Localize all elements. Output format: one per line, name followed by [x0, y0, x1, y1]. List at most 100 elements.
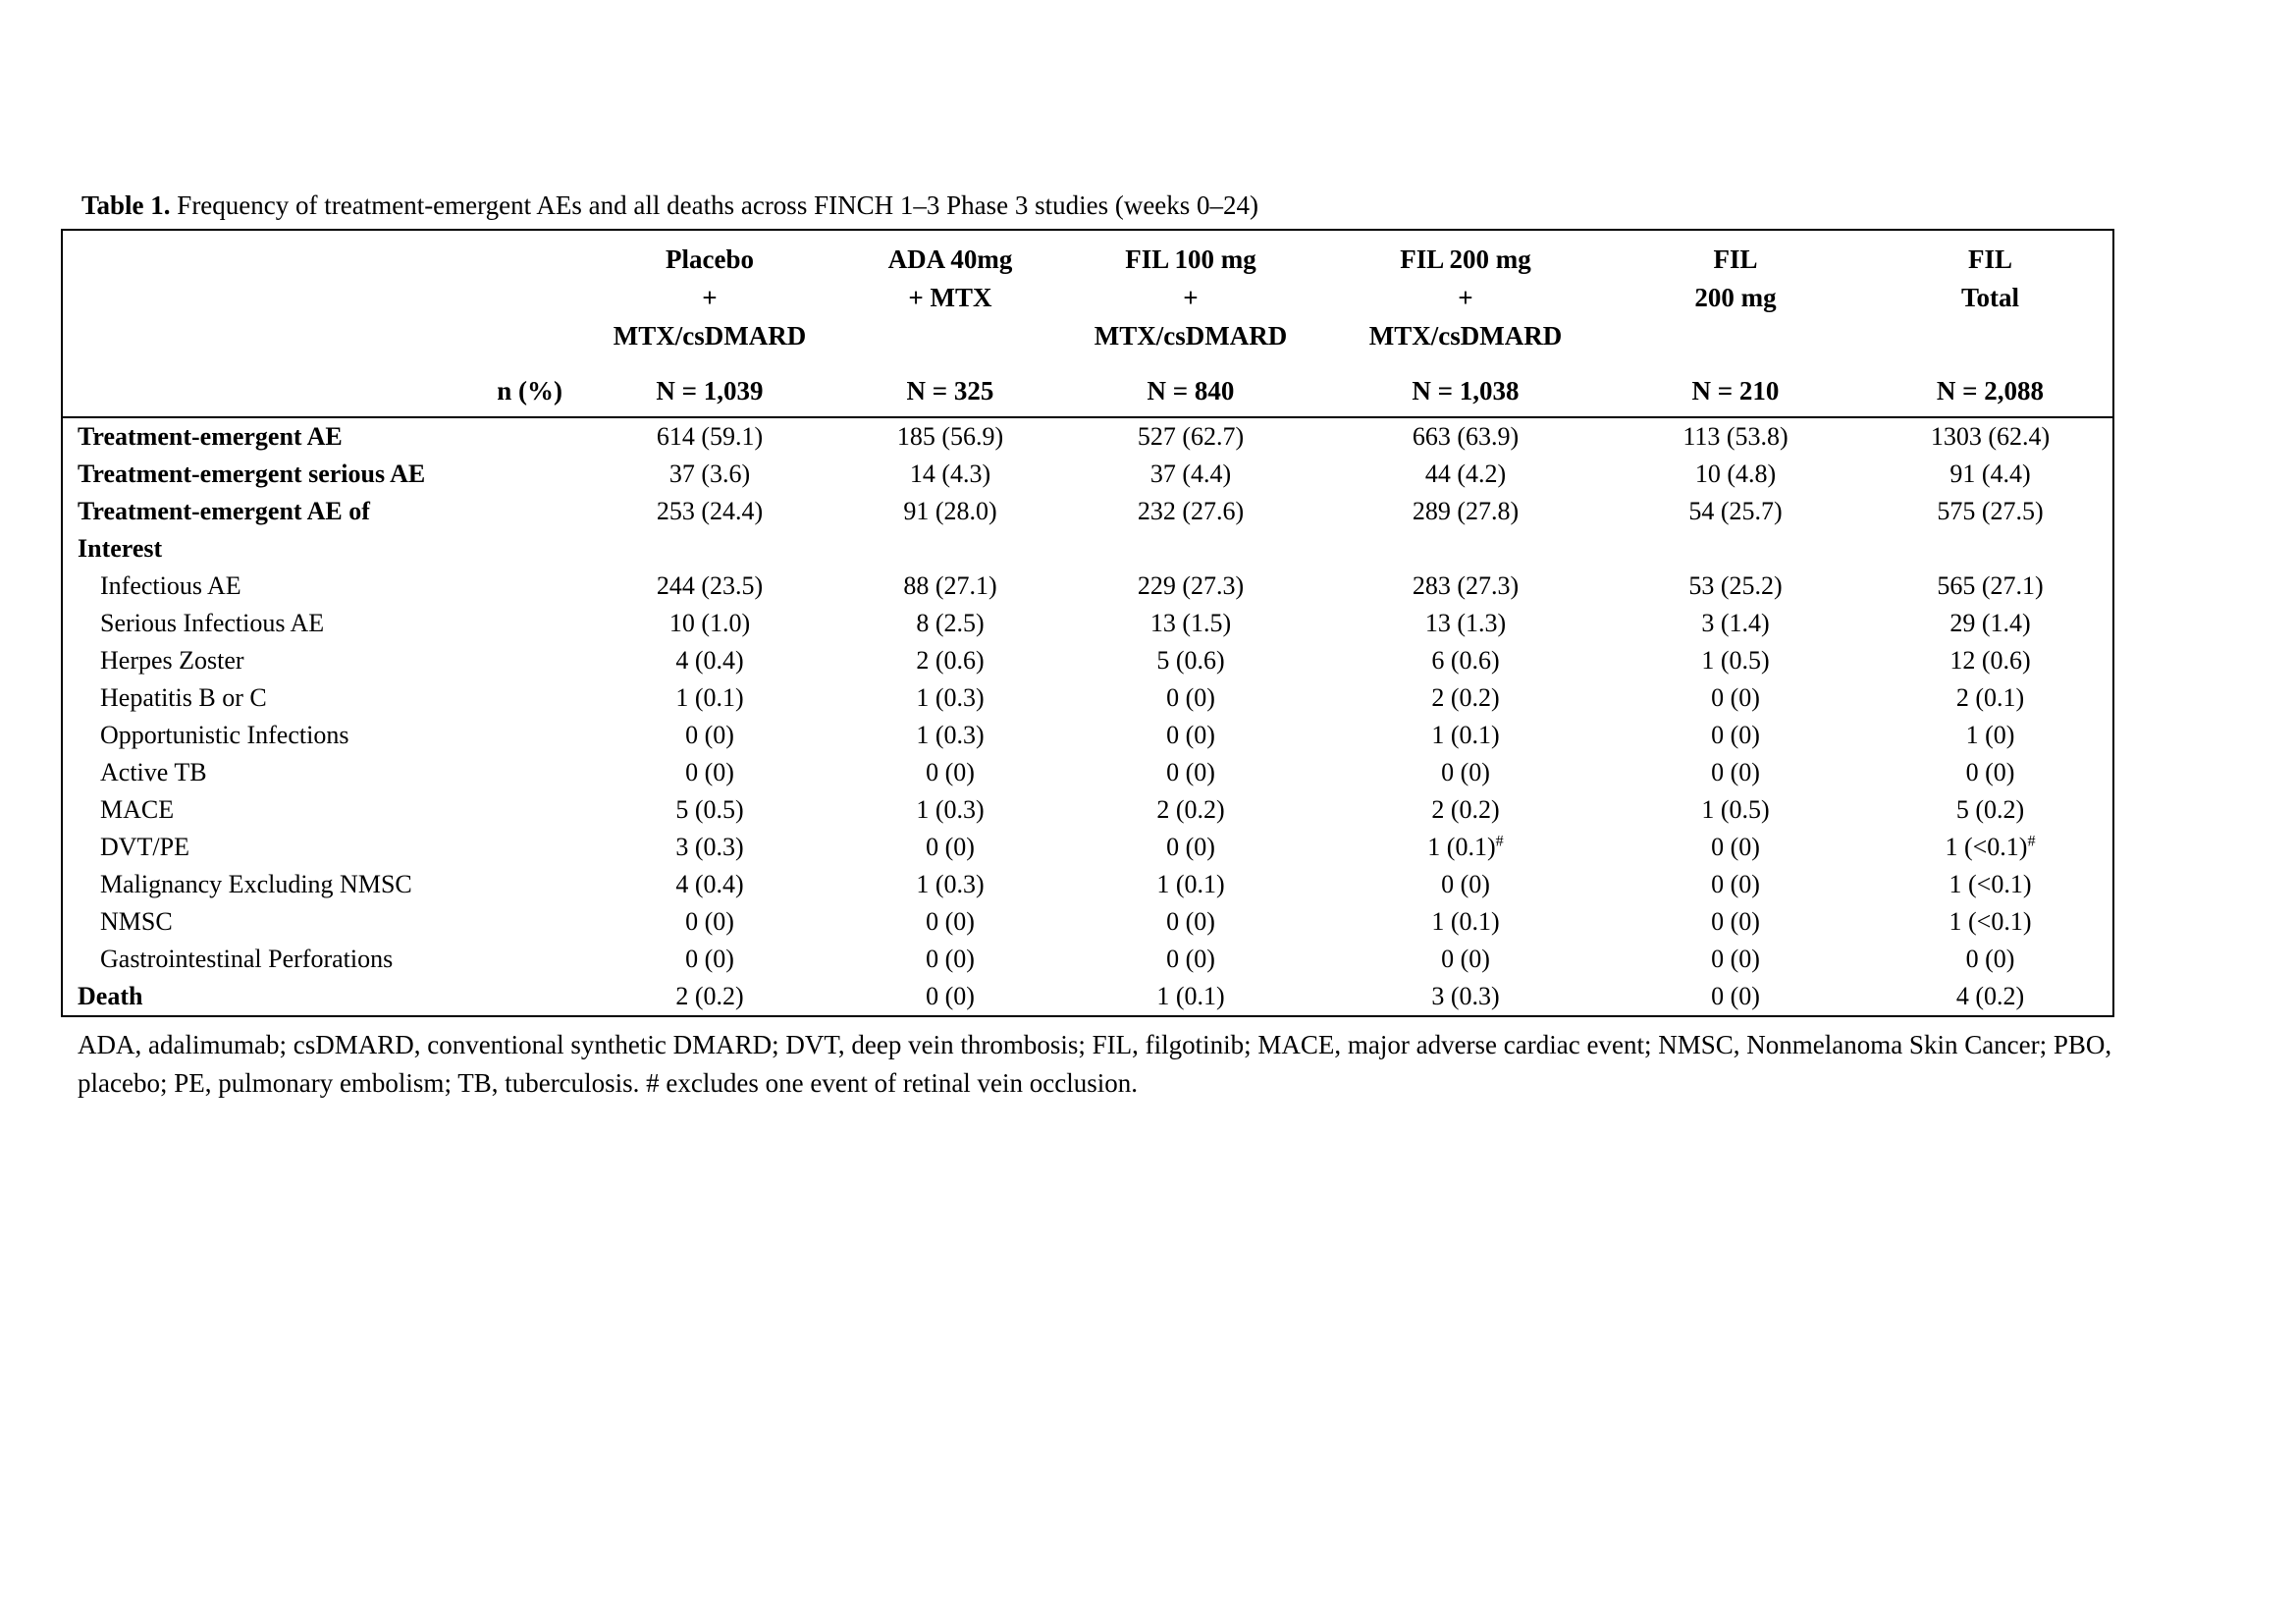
value-cell: 0 (0): [1441, 758, 1490, 786]
table-row: MACE 5 (0.5) 1 (0.3) 2 (0.2) 2 (0.2) 1 (0.5) 5…: [62, 791, 2113, 829]
row-label: DVT/PE: [100, 833, 189, 861]
value-cell: 2 (0.2): [1431, 795, 1500, 824]
value-cell: 91 (4.4): [1949, 460, 2031, 488]
value-cell: 229 (27.3): [1137, 571, 1245, 600]
column-header-ada: ADA 40mg + MTX: [887, 244, 1013, 312]
value-cell: 10 (1.0): [668, 609, 751, 637]
value-cell: 0 (0): [1711, 945, 1760, 973]
n-value-ada: N = 325: [847, 355, 1053, 418]
value-cell: 8 (2.5): [916, 609, 985, 637]
n-value-fil200: N = 210: [1603, 355, 1868, 418]
value-cell: 244 (23.5): [656, 571, 764, 600]
value-cell: 614 (59.1): [656, 422, 764, 451]
table-row: Treatment-emergent AE of Interest 253 (24…: [62, 493, 2113, 568]
row-label: MACE: [100, 795, 175, 824]
table-body: Treatment-emergent AE 614 (59.1) 185 (56.9…: [62, 417, 2113, 1016]
value-cell: 0 (0): [926, 758, 975, 786]
value-cell: 1 (0.3): [916, 721, 985, 749]
footnote-marker: #: [1495, 833, 1504, 850]
value-cell: 2 (0.2): [675, 982, 744, 1010]
value-cell: 283 (27.3): [1412, 571, 1520, 600]
value-cell: 0 (0): [1166, 907, 1215, 936]
table-row: Active TB 0 (0) 0 (0) 0 (0) 0 (0) 0 (0) 0 (0): [62, 754, 2113, 791]
value-cell: 185 (56.9): [896, 422, 1004, 451]
table-row: Death 2 (0.2) 0 (0) 1 (0.1) 3 (0.3) 0 (0) 4 (0…: [62, 978, 2113, 1016]
value-cell: 6 (0.6): [1431, 646, 1500, 675]
value-cell: 1 (0.3): [916, 870, 985, 898]
value-cell: 0 (0): [1965, 758, 2015, 786]
abbreviations-footnote: ADA, adalimumab; csDMARD, conventional s…: [78, 1030, 2112, 1098]
value-cell: 1 (0.1)#: [1427, 833, 1504, 861]
value-cell: 0 (0): [685, 758, 734, 786]
value-cell: 1 (0.3): [916, 795, 985, 824]
value-cell: 1 (0.1): [1156, 870, 1225, 898]
table-row: Hepatitis B or C 1 (0.1) 1 (0.3) 0 (0) 2 (0.…: [62, 679, 2113, 717]
row-label: Death: [78, 982, 143, 1010]
value-cell: 1 (<0.1)#: [1945, 833, 2036, 861]
value-cell: 0 (0): [926, 982, 975, 1010]
table-row: DVT/PE 3 (0.3) 0 (0) 0 (0) 1 (0.1)# 0 (0) 1 (<…: [62, 829, 2113, 866]
row-label: Herpes Zoster: [100, 646, 244, 675]
value-cell: 2 (0.1): [1955, 683, 2025, 712]
row-label: Malignancy Excluding NMSC: [100, 870, 412, 898]
value-cell: 0 (0): [1166, 721, 1215, 749]
row-label: Treatment-emergent serious AE: [78, 460, 426, 488]
row-label: Serious Infectious AE: [100, 609, 325, 637]
value-cell: 0 (0): [1711, 683, 1760, 712]
header-group-row: Placebo + MTX/csDMARD ADA 40mg + MTX FIL…: [62, 230, 2113, 355]
column-header-fil100: FIL 100 mg + MTX/csDMARD: [1094, 244, 1288, 351]
value-cell: 5 (0.2): [1955, 795, 2025, 824]
value-cell: 0 (0): [1441, 870, 1490, 898]
header-spacer: [62, 230, 572, 355]
row-label: Gastrointestinal Perforations: [100, 945, 394, 973]
row-label: NMSC: [100, 907, 173, 936]
row-label: Infectious AE: [100, 571, 241, 600]
value-cell: 0 (0): [926, 945, 975, 973]
value-cell: 5 (0.6): [1156, 646, 1225, 675]
value-cell: 0 (0): [926, 907, 975, 936]
value-cell: 0 (0): [1166, 833, 1215, 861]
table-row: Herpes Zoster 4 (0.4) 2 (0.6) 5 (0.6) 6 (0.6…: [62, 642, 2113, 679]
value-cell: 5 (0.5): [675, 795, 744, 824]
value-cell: 2 (0.2): [1431, 683, 1500, 712]
table-row: Infectious AE 244 (23.5) 88 (27.1) 229 (27.…: [62, 568, 2113, 605]
value-cell: 1 (0.1): [1156, 982, 1225, 1010]
value-cell: 37 (4.4): [1149, 460, 1232, 488]
n-value-fil200-mtx: N = 1,038: [1328, 355, 1603, 418]
table-row: Treatment-emergent AE 614 (59.1) 185 (56.9…: [62, 417, 2113, 456]
column-header-fil200-mtx: FIL 200 mg + MTX/csDMARD: [1368, 244, 1563, 351]
value-cell: 232 (27.6): [1137, 497, 1245, 525]
value-cell: 527 (62.7): [1137, 422, 1245, 451]
value-cell: 1 (<0.1): [1949, 870, 2032, 898]
value-cell: 0 (0): [1965, 945, 2015, 973]
value-cell: 4 (0.4): [675, 870, 744, 898]
value-cell: 10 (4.8): [1694, 460, 1777, 488]
value-cell: 289 (27.8): [1412, 497, 1520, 525]
n-value-placebo: N = 1,039: [572, 355, 847, 418]
value-cell: 13 (1.3): [1424, 609, 1507, 637]
n-value-fil100: N = 840: [1053, 355, 1328, 418]
row-label: Opportunistic Infections: [100, 721, 349, 749]
value-cell: 4 (0.4): [675, 646, 744, 675]
table-row: Treatment-emergent serious AE 37 (3.6) 14 …: [62, 456, 2113, 493]
value-cell: 0 (0): [1711, 907, 1760, 936]
value-cell: 3 (0.3): [675, 833, 744, 861]
value-cell: 0 (0): [685, 907, 734, 936]
ae-frequency-table: Placebo + MTX/csDMARD ADA 40mg + MTX FIL…: [61, 229, 2114, 1017]
value-cell: 53 (25.2): [1688, 571, 1783, 600]
row-label: Active TB: [100, 758, 207, 786]
row-label: Treatment-emergent AE: [78, 422, 343, 451]
value-cell: 91 (28.0): [903, 497, 997, 525]
value-cell: 1 (0.5): [1701, 646, 1770, 675]
value-cell: 0 (0): [1441, 945, 1490, 973]
value-cell: 3 (1.4): [1701, 609, 1770, 637]
column-header-fil200: FIL 200 mg: [1694, 244, 1777, 312]
footnote-marker: #: [2027, 833, 2036, 850]
value-cell: 0 (0): [1166, 683, 1215, 712]
value-cell: 565 (27.1): [1937, 571, 2044, 600]
value-cell: 3 (0.3): [1431, 982, 1500, 1010]
value-cell: 1303 (62.4): [1930, 422, 2051, 451]
value-cell: 88 (27.1): [903, 571, 997, 600]
table-row: Gastrointestinal Perforations 0 (0) 0 (0) 0…: [62, 941, 2113, 978]
value-cell: 1 (0.1): [675, 683, 744, 712]
